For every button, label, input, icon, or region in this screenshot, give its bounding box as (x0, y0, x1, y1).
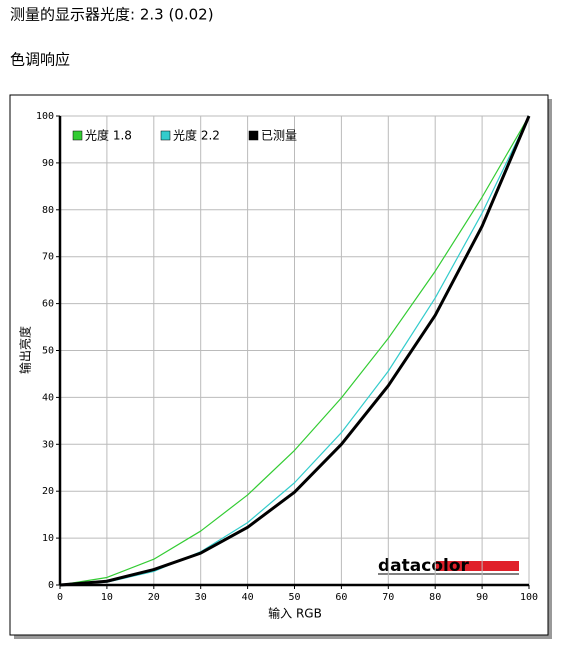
logo-bar (436, 561, 519, 571)
series-line (59, 115, 531, 587)
x-tick-label: 90 (476, 592, 488, 603)
x-tick-label: 0 (57, 592, 63, 603)
x-tick-label: 80 (429, 592, 441, 603)
y-tick-label: 70 (42, 252, 54, 263)
y-tick-label: 30 (42, 439, 54, 450)
y-tick-label: 10 (42, 533, 54, 544)
y-tick-label: 100 (36, 111, 54, 122)
section-title: 色调响应 (10, 51, 70, 69)
x-tick-label: 40 (242, 592, 254, 603)
y-tick-label: 50 (42, 346, 54, 357)
legend-label: 已测量 (261, 129, 297, 143)
y-tick-label: 60 (42, 299, 54, 310)
y-tick-label: 40 (42, 392, 54, 403)
y-tick-label: 80 (42, 205, 54, 216)
x-tick-label: 20 (148, 592, 160, 603)
page-title: 测量的显示器光度: 2.3 (0.02) (10, 6, 214, 24)
x-tick-label: 30 (195, 592, 207, 603)
x-tick-label: 70 (382, 592, 394, 603)
y-tick-label: 90 (42, 158, 54, 169)
x-tick-label: 10 (101, 592, 113, 603)
y-tick-label: 20 (42, 486, 54, 497)
x-tick-label: 100 (520, 592, 538, 603)
series-line (59, 115, 530, 586)
x-axis-label: 输入 RGB (268, 606, 322, 621)
legend-swatch (160, 130, 171, 141)
x-tick-label: 60 (335, 592, 347, 603)
y-axis-label: 输出亮度 (18, 326, 33, 374)
legend-swatch (248, 130, 259, 141)
chart-frame (9, 94, 549, 636)
series-line (59, 115, 530, 586)
legend-label: 光度 1.8 (85, 128, 132, 143)
y-tick-label: 0 (48, 580, 54, 591)
logo: datacolor (378, 556, 470, 576)
legend-label: 光度 2.2 (173, 128, 220, 143)
legend-swatch (72, 130, 83, 141)
x-tick-label: 50 (288, 592, 300, 603)
